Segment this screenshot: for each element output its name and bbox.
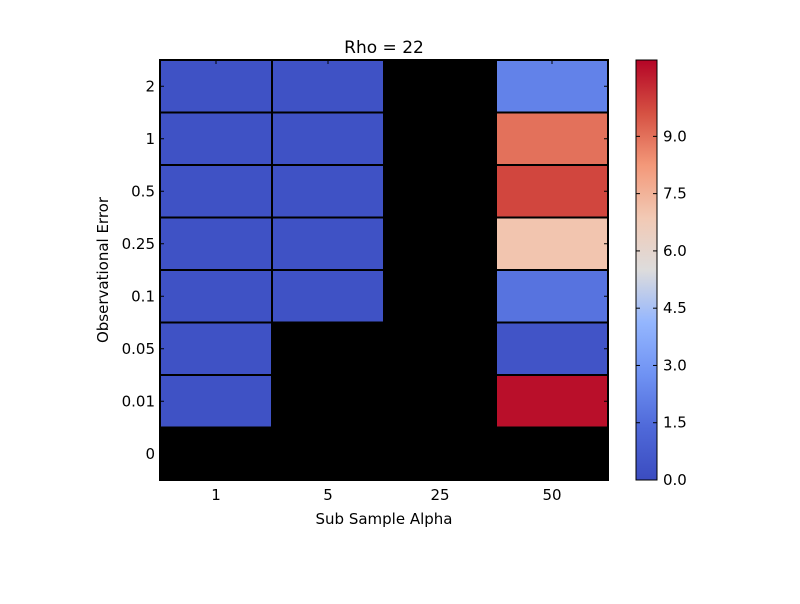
heatmap-cell [159, 426, 273, 481]
heatmap-cell [383, 164, 497, 219]
y-tick-label: 0.25 [122, 235, 155, 253]
heatmap-cell [383, 374, 497, 429]
colorbar-tick-label: 9.0 [663, 127, 687, 145]
y-tick-label: 0 [145, 445, 155, 463]
colorbar [635, 59, 658, 481]
y-axis-label: Observational Error [94, 196, 112, 343]
chart-title: Rho = 22 [344, 38, 424, 58]
heatmap-cell [159, 111, 273, 166]
colorbar-tick-label: 7.5 [663, 185, 687, 203]
heatmap-cell [383, 321, 497, 376]
heatmap-cell [383, 111, 497, 166]
colorbar-tick-label: 6.0 [663, 242, 687, 260]
heatmap-cell [159, 321, 273, 376]
heatmap-cell [495, 59, 609, 114]
plot-frame [159, 59, 609, 481]
heatmap-cell [383, 59, 497, 114]
heatmap-cell [495, 321, 609, 376]
heatmap-cell [159, 216, 273, 271]
y-tick-label: 1 [145, 130, 155, 148]
heatmap-cell [383, 216, 497, 271]
colorbar-tick-label: 3.0 [663, 356, 687, 374]
colorbar-ticks: 0.0 1.5 3.0 4.5 6.0 7.5 9.0 [636, 127, 687, 489]
heatmap-cell [271, 321, 385, 376]
heatmap-cell [271, 426, 385, 481]
x-tick-label: 50 [542, 486, 561, 504]
heatmap-cell [495, 374, 609, 429]
heatmap-cell [271, 59, 385, 114]
x-axis-label: Sub Sample Alpha [316, 510, 453, 528]
y-tick-label: 0.05 [122, 340, 155, 358]
colorbar-tick-label: 4.5 [663, 299, 687, 317]
heatmap-cell [159, 374, 273, 429]
y-axis-ticks: 2 1 0.5 0.25 0.1 0.05 0.01 0 [122, 77, 608, 463]
heatmap-cell [271, 216, 385, 271]
y-tick-label: 0.5 [131, 182, 155, 200]
y-tick-label: 2 [145, 77, 155, 95]
y-tick-label: 0.1 [131, 287, 155, 305]
heatmap-cell [159, 164, 273, 219]
heatmap-cell [495, 216, 609, 271]
colorbar-tick-label: 0.0 [663, 471, 687, 489]
heatmap-cell [383, 269, 497, 324]
heatmap-cell [383, 426, 497, 481]
heatmap-cell [495, 269, 609, 324]
heatmap-cell [159, 59, 273, 114]
heatmap-cell [271, 374, 385, 429]
heatmap-cell [159, 269, 273, 324]
y-tick-label: 0.01 [122, 392, 155, 410]
heatmap-cell [271, 111, 385, 166]
x-tick-label: 25 [430, 486, 449, 504]
x-tick-label: 1 [211, 486, 221, 504]
colorbar-tick-label: 1.5 [663, 414, 687, 432]
heatmap-cells [159, 59, 609, 481]
x-tick-label: 5 [323, 486, 333, 504]
heatmap-cell [495, 164, 609, 219]
x-axis-ticks: 1 5 25 50 [211, 60, 562, 504]
heatmap-cell [271, 269, 385, 324]
heatmap-cell [271, 164, 385, 219]
heatmap-cell [495, 111, 609, 166]
heatmap-cell [495, 426, 609, 481]
